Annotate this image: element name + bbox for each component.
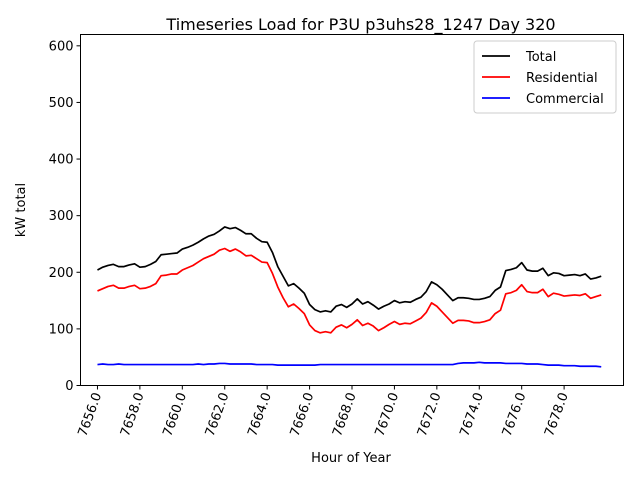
x-tick-label: 7660.0 — [160, 391, 190, 439]
x-axis: 7656.0 7658.0 7660.0 7662.0 7664.0 7666.0 7668… — [76, 385, 572, 439]
x-tick-label: 7676.0 — [500, 391, 530, 439]
x-tick-label: 7656.0 — [76, 391, 106, 439]
x-tick-label: 7666.0 — [288, 391, 318, 439]
x-tick-label: 7662.0 — [203, 391, 233, 439]
y-tick-label: 600 — [49, 39, 74, 54]
y-axis-label: kW total — [14, 183, 29, 237]
series-line-commercial — [97, 361, 602, 368]
plot-lines — [97, 226, 602, 368]
y-tick-label: 300 — [49, 209, 74, 224]
y-tick-label: 200 — [49, 266, 74, 281]
y-tick-label: 400 — [49, 153, 74, 168]
chart-title: Timeseries Load for P3U p3uhs28_1247 Day… — [165, 15, 555, 35]
legend-label-commercial: Commercial — [526, 92, 604, 107]
x-tick-label: 7678.0 — [542, 391, 572, 439]
legend-label-total: Total — [525, 50, 556, 65]
y-tick-label: 500 — [49, 96, 74, 111]
x-axis-label: Hour of Year — [311, 451, 391, 466]
x-tick-label: 7670.0 — [373, 391, 403, 439]
legend-box — [473, 40, 617, 114]
x-tick-label: 7674.0 — [457, 391, 487, 439]
series-line-total — [97, 226, 602, 313]
y-tick-label: 100 — [49, 322, 74, 337]
series-line-residential — [97, 247, 602, 334]
x-tick-label: 7672.0 — [415, 391, 445, 439]
y-tick-label: 0 — [65, 379, 73, 394]
legend-label-residential: Residential — [526, 71, 598, 86]
x-tick-label: 7664.0 — [245, 391, 275, 439]
x-tick-label: 7668.0 — [330, 391, 360, 439]
x-tick-label: 7658.0 — [118, 391, 148, 439]
legend: Total Residential Commercial — [473, 40, 617, 114]
y-axis: 0 100 200 300 400 500 600 — [49, 39, 81, 394]
